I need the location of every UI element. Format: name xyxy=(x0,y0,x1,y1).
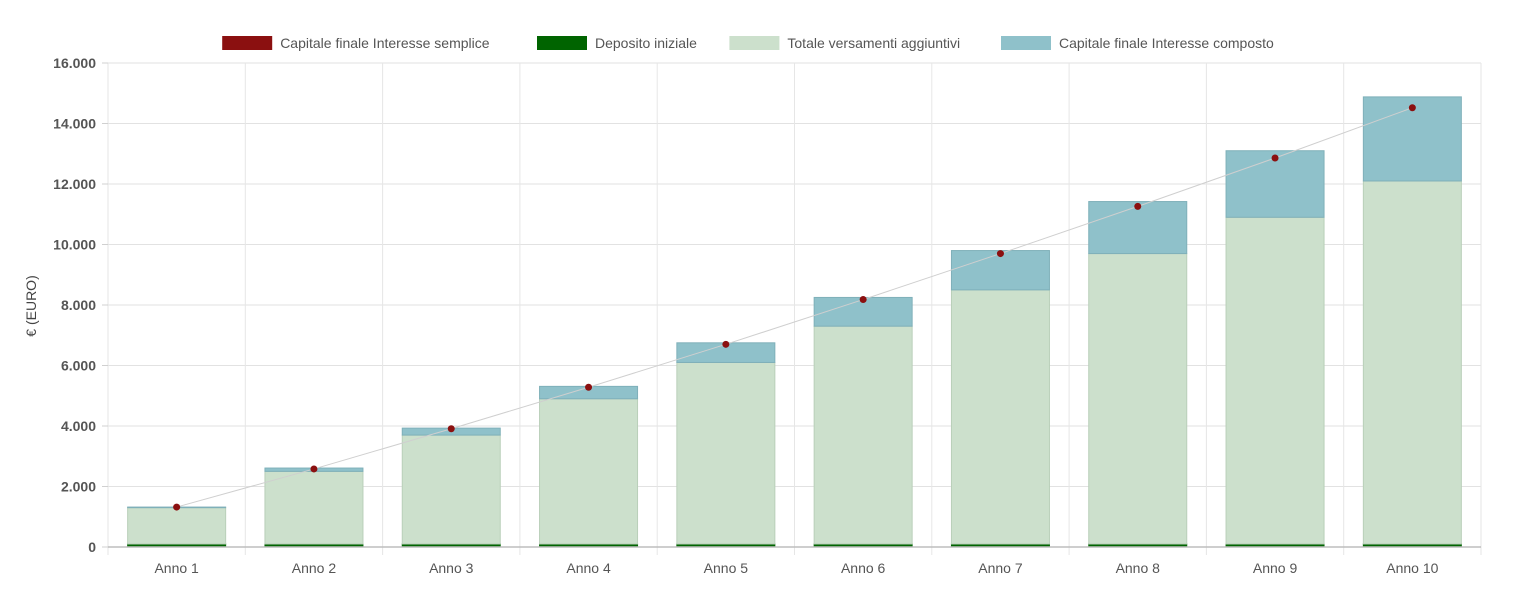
bar-segment-capitale-finale-interesse-composto[interactable] xyxy=(1088,201,1188,255)
bars xyxy=(127,96,1462,548)
bar-segment-totale-versamenti-aggiuntivi[interactable] xyxy=(1225,216,1325,545)
x-tick-label: Anno 5 xyxy=(704,560,749,576)
simple-interest-point[interactable] xyxy=(1271,154,1279,162)
simple-interest-point[interactable] xyxy=(996,250,1004,258)
bar-segment-totale-versamenti-aggiuntivi[interactable] xyxy=(539,398,639,545)
grid-lines xyxy=(107,62,1482,555)
y-tick-label: 10.000 xyxy=(53,237,96,253)
legend-swatch xyxy=(222,36,273,50)
simple-interest-point[interactable] xyxy=(585,383,593,391)
y-axis-title: € (EURO) xyxy=(23,275,39,336)
legend-swatch xyxy=(1001,36,1051,50)
legend-item[interactable]: Capitale finale Interesse semplice xyxy=(222,35,490,51)
legend-label: Deposito iniziale xyxy=(595,35,697,51)
legend-label: Capitale finale Interesse semplice xyxy=(280,35,490,51)
x-tick-label: Anno 4 xyxy=(566,560,611,576)
y-tick-label: 12.000 xyxy=(53,176,96,192)
simple-interest-point[interactable] xyxy=(447,425,455,433)
x-tick-label: Anno 3 xyxy=(429,560,474,576)
legend-item[interactable]: Capitale finale Interesse composto xyxy=(1001,35,1274,51)
legend-item[interactable]: Totale versamenti aggiuntivi xyxy=(729,35,960,51)
x-tick-label: Anno 8 xyxy=(1116,560,1161,576)
x-tick-label: Anno 10 xyxy=(1386,560,1438,576)
y-tick-label: 8.000 xyxy=(61,297,96,313)
simple-interest-point[interactable] xyxy=(173,503,181,511)
bar-segment-capitale-finale-interesse-composto[interactable] xyxy=(1225,150,1325,218)
y-tick-label: 16.000 xyxy=(53,55,96,71)
y-tick-label: 0 xyxy=(88,539,96,555)
simple-interest-point[interactable] xyxy=(310,465,318,473)
simple-interest-point[interactable] xyxy=(859,296,867,304)
y-tick-label: 14.000 xyxy=(53,116,96,132)
y-tick-label: 4.000 xyxy=(61,418,96,434)
simple-interest-line xyxy=(173,104,1416,511)
bar-segment-totale-versamenti-aggiuntivi[interactable] xyxy=(813,325,913,545)
bar-segment-totale-versamenti-aggiuntivi[interactable] xyxy=(950,289,1050,545)
simple-interest-point[interactable] xyxy=(1134,202,1142,210)
legend-item[interactable]: Deposito iniziale xyxy=(537,35,697,51)
simple-interest-line-path xyxy=(176,107,1413,508)
x-tick-label: Anno 9 xyxy=(1253,560,1298,576)
x-tick-label: Anno 1 xyxy=(154,560,199,576)
bar-segment-totale-versamenti-aggiuntivi[interactable] xyxy=(127,507,227,545)
bar-segment-totale-versamenti-aggiuntivi[interactable] xyxy=(1362,180,1462,545)
bar-segment-totale-versamenti-aggiuntivi[interactable] xyxy=(676,361,776,545)
legend-swatch xyxy=(729,36,780,50)
x-tick-label: Anno 7 xyxy=(978,560,1023,576)
bar-segment-totale-versamenti-aggiuntivi[interactable] xyxy=(264,470,364,545)
y-tick-label: 6.000 xyxy=(61,358,96,374)
bar-segment-totale-versamenti-aggiuntivi[interactable] xyxy=(401,434,501,545)
legend-label: Capitale finale Interesse composto xyxy=(1059,35,1274,51)
legend-swatch xyxy=(537,36,587,50)
bar-segment-totale-versamenti-aggiuntivi[interactable] xyxy=(1088,253,1188,545)
axes: 0 2.000 4.000 6.000 8.000 10.000 12.000 14.000 1… xyxy=(53,55,1481,576)
simple-interest-point[interactable] xyxy=(1408,104,1416,112)
y-tick-label: 2.000 xyxy=(61,479,96,495)
x-tick-label: Anno 6 xyxy=(841,560,886,576)
simple-interest-point[interactable] xyxy=(722,340,730,348)
bar-segment-capitale-finale-interesse-composto[interactable] xyxy=(950,250,1050,291)
legend-label: Totale versamenti aggiuntivi xyxy=(787,35,960,51)
x-tick-label: Anno 2 xyxy=(292,560,337,576)
legend[interactable]: Capitale finale Interesse semplice Deposi… xyxy=(222,35,1274,51)
